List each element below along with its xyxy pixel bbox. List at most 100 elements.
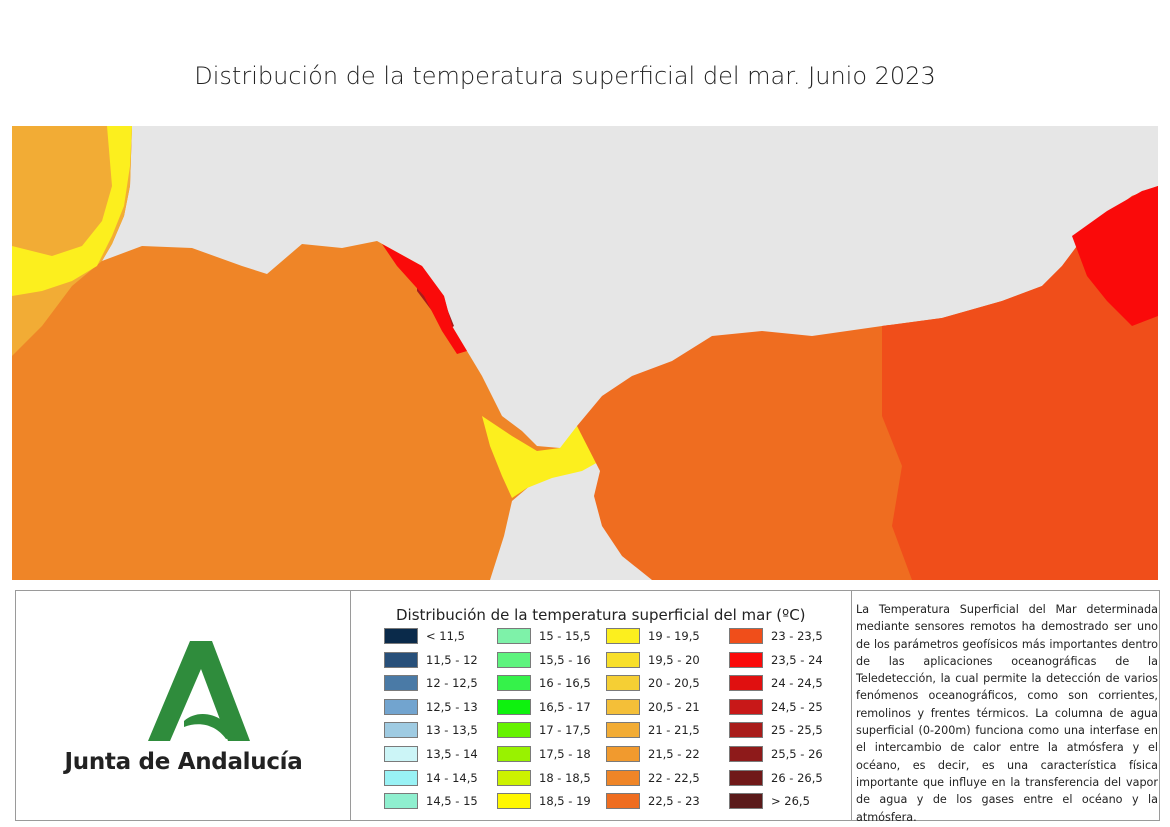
legend-label: 13 - 13,5	[426, 723, 478, 738]
legend-item: 19 - 19,5	[606, 627, 700, 645]
legend-label: 14 - 14,5	[426, 770, 478, 785]
portugal-coastal-water	[12, 126, 132, 356]
legend-label: 20,5 - 21	[648, 699, 700, 714]
atlantic-sea	[12, 126, 567, 580]
legend-item: 17 - 17,5	[497, 721, 591, 739]
legend-item: 22,5 - 23	[606, 792, 700, 810]
legend-swatch	[606, 793, 640, 810]
legend-panel: Distribución de la temperatura superfici…	[352, 591, 852, 820]
cadiz-warm-strip	[382, 244, 467, 354]
legend-label: 14,5 - 15	[426, 794, 478, 809]
legend-item: 14 - 14,5	[384, 769, 478, 787]
legend-item: 26 - 26,5	[729, 769, 823, 787]
legend-label: 21 - 21,5	[648, 723, 700, 738]
legend-swatch	[729, 793, 763, 810]
legend-label: 26 - 26,5	[771, 770, 823, 785]
legend-swatch	[729, 698, 763, 715]
legend-item: 23 - 23,5	[729, 627, 823, 645]
legend-item: 24 - 24,5	[729, 674, 823, 692]
legend-label: 22 - 22,5	[648, 770, 700, 785]
legend-swatch	[729, 675, 763, 692]
legend-label: 20 - 20,5	[648, 676, 700, 691]
legend-swatch	[606, 746, 640, 762]
legend-item: 15 - 15,5	[497, 627, 591, 645]
legend-label: 23,5 - 24	[771, 652, 823, 667]
legend-swatch	[384, 628, 418, 644]
legend-swatch	[384, 769, 418, 786]
legend-swatch	[729, 722, 763, 739]
legend-label: > 26,5	[771, 794, 810, 809]
legend-swatch	[497, 698, 531, 715]
legend-item: > 26,5	[729, 792, 810, 810]
legend-label: 11,5 - 12	[426, 652, 478, 667]
legend-swatch	[729, 769, 763, 786]
legend-item: 13,5 - 14	[384, 745, 478, 763]
legend-item: 23,5 - 24	[729, 651, 823, 669]
legend-item: 16 - 16,5	[497, 674, 591, 692]
legend-item: 18,5 - 19	[497, 792, 591, 810]
legend-label: 19 - 19,5	[648, 629, 700, 643]
description-text: La Temperatura Superficial del Mar deter…	[856, 603, 1158, 824]
sea-temperature-map	[12, 126, 1158, 580]
legend-label: 19,5 - 20	[648, 652, 700, 667]
legend-label: 25 - 25,5	[771, 723, 823, 738]
legend-swatch	[497, 793, 531, 810]
legend-swatch	[606, 769, 640, 786]
legend-swatch	[606, 675, 640, 692]
legend-swatch	[497, 675, 531, 692]
legend-label: 23 - 23,5	[771, 629, 823, 643]
legend-swatch	[606, 698, 640, 715]
legend-label: 22,5 - 23	[648, 794, 700, 809]
legend-swatch	[497, 722, 531, 739]
legend-label: 17 - 17,5	[539, 723, 591, 738]
logo-text: Junta de Andalucía	[64, 749, 303, 775]
legend-item: 20,5 - 21	[606, 698, 700, 716]
legend-item: 13 - 13,5	[384, 721, 478, 739]
legend-label: 21,5 - 22	[648, 747, 700, 761]
legend-swatch	[384, 722, 418, 739]
junta-andalucia-logo-icon	[148, 641, 250, 741]
strait-of-gibraltar	[482, 411, 612, 498]
legend-swatch	[384, 746, 418, 762]
legend-swatch	[606, 651, 640, 668]
legend-label: 13,5 - 14	[426, 747, 478, 761]
legend-swatch	[729, 746, 763, 762]
legend-item: 19,5 - 20	[606, 651, 700, 669]
legend-swatch	[729, 651, 763, 668]
legend-swatch	[497, 746, 531, 762]
legend-swatch	[606, 628, 640, 644]
legend-item: 21 - 21,5	[606, 721, 700, 739]
legend-item: < 11,5	[384, 627, 465, 645]
legend-label: 16,5 - 17	[539, 699, 591, 714]
legend-label: 15 - 15,5	[539, 629, 591, 643]
eastern-warm-water	[882, 186, 1158, 580]
legend-item: 21,5 - 22	[606, 745, 700, 763]
legend-label: 17,5 - 18	[539, 747, 591, 761]
legend-item: 14,5 - 15	[384, 792, 478, 810]
legend-label: 24,5 - 25	[771, 699, 823, 714]
map-title: Distribución de la temperatura superfici…	[194, 62, 936, 90]
legend-label: 16 - 16,5	[539, 676, 591, 691]
legend-item: 11,5 - 12	[384, 651, 478, 669]
legend-box: Junta de Andalucía Distribución de la te…	[15, 590, 1160, 824]
legend-label: 12 - 12,5	[426, 676, 478, 691]
legend-label: 18 - 18,5	[539, 770, 591, 785]
legend-label: 18,5 - 19	[539, 794, 591, 809]
legend-item: 12,5 - 13	[384, 698, 478, 716]
portugal-yellow-strip	[12, 126, 132, 296]
legend-label: 24 - 24,5	[771, 676, 823, 691]
legend-item: 12 - 12,5	[384, 674, 478, 692]
legend-swatch	[729, 628, 763, 644]
legend-item: 16,5 - 17	[497, 698, 591, 716]
legend-label: 25,5 - 26	[771, 747, 823, 761]
legend-item: 25,5 - 26	[729, 745, 823, 763]
legend-item: 15,5 - 16	[497, 651, 591, 669]
legend-swatch	[606, 722, 640, 739]
legend-label: < 11,5	[426, 629, 465, 643]
legend-item: 24,5 - 25	[729, 698, 823, 716]
legend-swatch	[497, 769, 531, 786]
legend-item: 25 - 25,5	[729, 721, 823, 739]
legend-swatch	[497, 628, 531, 644]
almeria-hotspot	[1072, 186, 1158, 326]
legend-item: 17,5 - 18	[497, 745, 591, 763]
